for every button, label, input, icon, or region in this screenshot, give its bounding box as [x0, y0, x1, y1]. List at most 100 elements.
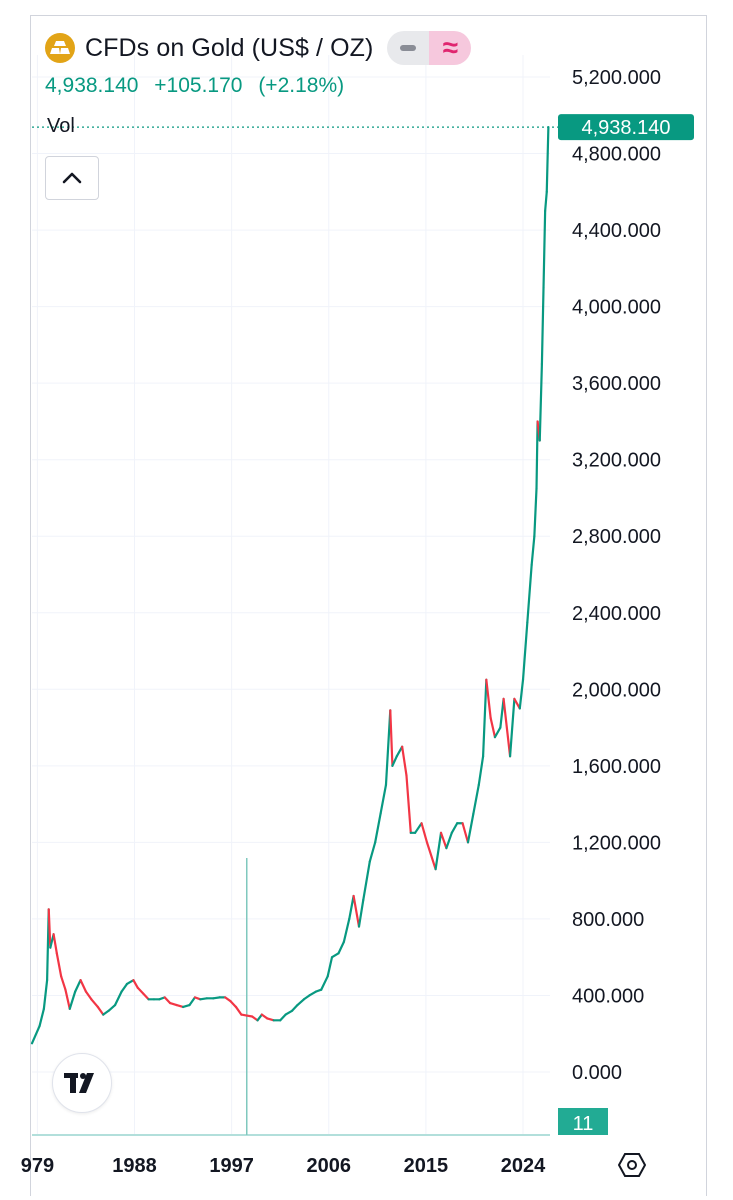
price-segment: [79, 979, 88, 993]
price-segment: [384, 709, 392, 787]
price-change: +105.170: [154, 74, 243, 97]
price-segment: [163, 996, 172, 1005]
price-segment: [445, 831, 453, 850]
tradingview-logo-button[interactable]: [52, 1053, 112, 1113]
y-tick-label: 2,800.000: [572, 526, 661, 548]
price-segment: [251, 1015, 259, 1022]
price-segment: [120, 982, 129, 993]
price-segment: [142, 992, 150, 1001]
price-segment: [481, 678, 488, 758]
price-segment: [169, 1002, 178, 1007]
minus-icon[interactable]: [387, 31, 430, 65]
price-segment: [485, 678, 492, 720]
y-tick-label: 400.000: [572, 985, 644, 1007]
price-segment: [234, 1005, 243, 1016]
price-segment: [60, 975, 67, 991]
hexagon-settings-icon: [618, 1153, 646, 1177]
price-segment: [302, 994, 311, 1001]
last-price-badge-label: 4,938.140: [582, 117, 671, 139]
price-segment: [530, 535, 536, 567]
price-segment: [538, 362, 544, 442]
price-segment: [518, 678, 525, 710]
price-segment: [337, 940, 345, 955]
volume-badge: [558, 1108, 608, 1135]
chart-mode-toggle[interactable]: ≈: [387, 31, 472, 65]
volume-badge-label: 11: [573, 1113, 594, 1135]
wave-icon[interactable]: ≈: [429, 31, 472, 65]
price-segment: [229, 1000, 238, 1009]
price-segment: [47, 908, 52, 949]
price-segment: [391, 755, 398, 767]
price-segment: [414, 822, 423, 834]
price-segment: [352, 894, 361, 928]
price-segment: [308, 990, 317, 997]
price-segment: [405, 774, 412, 834]
tradingview-logo-icon: [64, 1073, 94, 1093]
price-segment: [545, 126, 550, 193]
price-segment: [450, 822, 459, 834]
x-tick-label: 1997: [209, 1155, 254, 1177]
price-segment: [379, 783, 388, 815]
price-segment: [493, 726, 502, 739]
price-segment: [30, 1024, 41, 1045]
price-segment: [420, 822, 429, 844]
price-segment: [348, 894, 355, 921]
price-segment: [84, 990, 93, 1001]
price-segment: [279, 1013, 287, 1022]
price-segment: [113, 990, 123, 1007]
y-tick-label: 5,200.000: [572, 67, 661, 89]
chevron-up-icon: [62, 172, 82, 184]
price-segment: [188, 996, 197, 1007]
x-tick-label: 2015: [404, 1155, 449, 1177]
x-tick-label: 1988: [112, 1155, 157, 1177]
price-segment: [330, 952, 340, 959]
quote-row: 4,938.140 +105.170 (+2.18%): [45, 74, 354, 98]
price-segment: [52, 933, 58, 955]
price-segment: [472, 783, 480, 815]
x-tick-label: 2006: [307, 1155, 352, 1177]
price-segment: [425, 841, 437, 871]
symbol-title[interactable]: CFDs on Gold (US$ / OZ): [85, 33, 374, 62]
x-tick-label: 2024: [501, 1155, 546, 1177]
price-segment: [175, 1003, 185, 1009]
price-segment: [42, 979, 49, 1010]
price-segment: [508, 697, 516, 758]
volume-legend-label[interactable]: Vol: [47, 115, 75, 137]
price-segment: [55, 952, 63, 978]
price-segment: [477, 755, 485, 787]
y-tick-label: 3,200.000: [572, 450, 661, 472]
price-segment: [266, 1017, 275, 1022]
price-segment: [64, 988, 71, 1010]
price-segment: [362, 860, 371, 901]
price-segment: [461, 822, 470, 844]
price-segment: [102, 1009, 110, 1016]
price-segment: [296, 998, 306, 1007]
y-tick-label: 800.000: [572, 909, 644, 931]
price-segment: [38, 1007, 45, 1028]
collapse-legend-button[interactable]: [45, 156, 99, 200]
y-tick-label: 4,400.000: [572, 220, 661, 242]
price-segment: [439, 831, 448, 850]
symbol-header: CFDs on Gold (US$ / OZ) ≈: [45, 30, 472, 66]
price-segment: [342, 917, 351, 943]
price-segment: [542, 209, 547, 289]
y-tick-label: 3,600.000: [572, 373, 661, 395]
price-segment: [260, 1013, 269, 1020]
price-segment: [526, 563, 533, 624]
price-segment: [540, 286, 545, 366]
y-tick-label: 2,000.000: [572, 679, 661, 701]
gold-bars-icon: [45, 33, 75, 63]
price-segment: [90, 998, 99, 1009]
chart-frame: [30, 15, 707, 1196]
price-segment: [326, 956, 334, 978]
price-segment: [466, 812, 475, 844]
last-price-badge: [558, 114, 694, 141]
settings-button[interactable]: [617, 1150, 647, 1180]
price-segment: [181, 1003, 191, 1009]
last-price: 4,938.140: [45, 74, 139, 97]
price-segment: [401, 745, 408, 777]
y-tick-label: 4,000.000: [572, 297, 661, 319]
price-segment: [434, 831, 443, 871]
price-segment: [224, 996, 232, 1003]
